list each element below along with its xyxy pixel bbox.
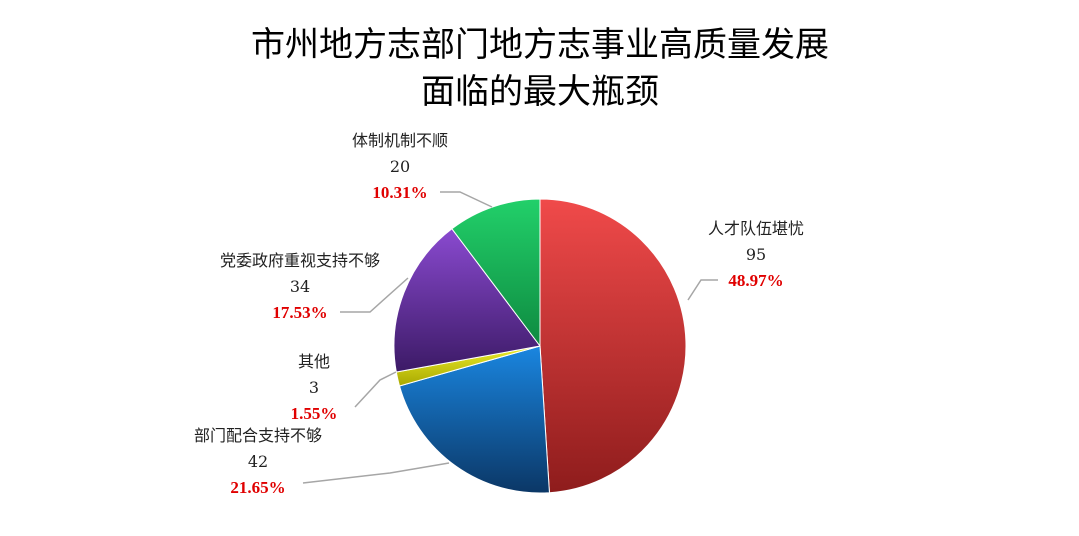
slice-label-count-system-mechanism: 20 — [390, 157, 410, 176]
chart-title-line-2: 面临的最大瓶颈 — [421, 72, 659, 112]
slice-label-count-talent-team: 95 — [746, 245, 766, 264]
slice-label-count-party-gov-support: 34 — [290, 277, 310, 296]
slice-label-name-talent-team: 人才队伍堪忧 — [708, 219, 804, 238]
slice-label-percent-other: 1.55% — [291, 404, 338, 423]
slice-labels: 人才队伍堪忧 95 48.97% 部门配合支持不够 42 21.65% 其他 3 1.55% 党委… — [194, 131, 804, 497]
leader-lines — [302, 191, 718, 484]
leader-line-party-gov-support — [340, 277, 409, 313]
pie-slice-system-mechanism — [451, 198, 541, 348]
pie-slices — [393, 198, 687, 494]
slice-label-name-other: 其他 — [298, 352, 330, 371]
slice-label-percent-system-mechanism: 10.31% — [372, 183, 427, 202]
leader-line-department-support — [302, 462, 450, 484]
slice-label-percent-party-gov-support: 17.53% — [272, 303, 327, 322]
slice-label-count-department-support: 42 — [248, 452, 268, 471]
slice-label-name-party-gov-support: 党委政府重视支持不够 — [220, 251, 380, 270]
chart-title-line-1: 市州地方志部门地方志事业高质量发展 — [251, 25, 829, 65]
slice-label-name-system-mechanism: 体制机制不顺 — [352, 131, 448, 150]
pie-slice-party-gov-support — [393, 228, 541, 373]
pie-slice-talent-team — [539, 198, 687, 494]
slice-label-percent-department-support: 21.65% — [230, 478, 285, 497]
slice-label-percent-talent-team: 48.97% — [728, 271, 783, 290]
leader-line-other — [354, 371, 397, 408]
pie-slice-department-support — [398, 345, 550, 494]
leader-line-talent-team — [687, 279, 718, 301]
slice-label-name-department-support: 部门配合支持不够 — [194, 426, 322, 445]
slice-label-count-other: 3 — [309, 378, 319, 397]
leader-line-system-mechanism — [440, 191, 493, 208]
